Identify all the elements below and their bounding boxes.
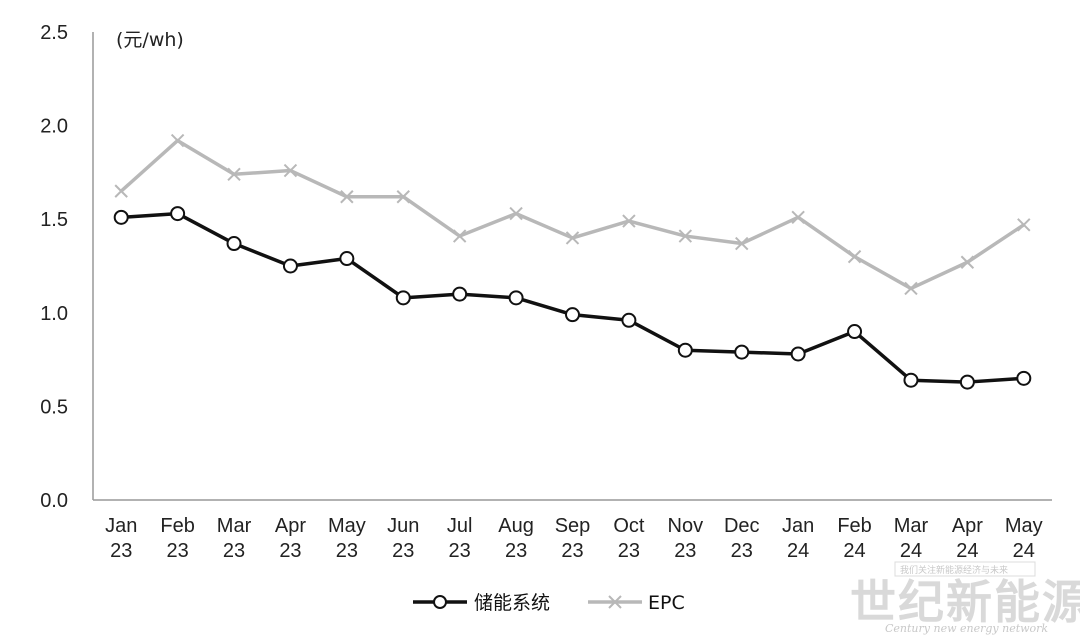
data-point-x (904, 281, 918, 296)
series-line (120, 138, 1025, 291)
legend-marker-epc (608, 595, 622, 609)
y-tick-label: 1.0 (40, 303, 68, 325)
data-point-circle (790, 346, 806, 362)
data-point-circle (113, 209, 129, 225)
x-tick-label-year: 24 (843, 540, 865, 562)
legend: 储能系统 EPC (413, 592, 685, 614)
data-point-x (114, 184, 128, 198)
y-tick-label: 0.0 (40, 490, 68, 512)
data-point-x (509, 206, 523, 221)
x-tick-label-year: 23 (561, 540, 583, 562)
x-tick-label: Nov (668, 515, 704, 537)
legend-marker-storage (433, 595, 447, 609)
watermark-english: Century new energy network (885, 622, 1048, 635)
data-point-circle (1016, 370, 1032, 386)
data-point-x (847, 249, 862, 264)
data-point-circle (339, 251, 355, 267)
data-point-circle (226, 236, 242, 252)
data-point-x (396, 190, 410, 204)
x-tick-label-year: 23 (110, 540, 132, 562)
y-tick-labels: 0.0 0.5 1.0 1.5 2.0 2.5 (40, 22, 68, 512)
data-point-circle (565, 307, 580, 323)
legend-label-epc: EPC (648, 592, 685, 614)
data-point-x (227, 167, 241, 181)
watermark-chinese: 世纪新能源网 (850, 575, 1080, 629)
x-tick-label: Jun (387, 515, 419, 537)
series-epc (114, 133, 1031, 296)
watermark: 我们关注新能源经济与未来 世纪新能源网 Century new energy n… (850, 561, 1080, 635)
x-tick-label-year: 23 (336, 540, 358, 562)
data-point-x (960, 255, 975, 269)
x-tick-label: Mar (217, 515, 252, 537)
data-point-circle (959, 374, 975, 390)
data-point-x (622, 214, 636, 228)
axes (92, 32, 1052, 501)
x-tick-label: Jul (447, 515, 473, 537)
data-point-circle (170, 206, 186, 222)
data-point-circle (452, 286, 468, 302)
x-tick-label-year: 23 (449, 540, 471, 562)
x-tick-label-year: 23 (505, 540, 527, 562)
y-tick-label: 1.5 (40, 209, 68, 231)
x-tick-label: Jan (105, 515, 137, 537)
series-layer (113, 133, 1032, 390)
x-tick-label: Apr (275, 515, 306, 537)
data-point-circle (508, 290, 524, 306)
x-tick-label: Apr (952, 515, 983, 537)
watermark-tagline-box (894, 561, 1036, 577)
x-tick-label-year: 23 (279, 540, 301, 562)
data-point-x (170, 133, 185, 148)
x-tick-label: May (328, 515, 366, 537)
x-tick-label: May (1005, 515, 1043, 537)
x-tick-label-year: 24 (1013, 540, 1035, 562)
data-point-x (735, 236, 749, 251)
x-tick-label-year: 23 (731, 540, 753, 562)
x-tick-label: Jan (782, 515, 814, 537)
x-tick-label-year: 23 (392, 540, 414, 562)
x-tick-label-year: 23 (166, 540, 188, 562)
x-tick-label: Mar (894, 515, 929, 537)
data-point-x (1017, 218, 1031, 232)
data-point-circle (395, 290, 411, 306)
y-tick-label: 2.0 (40, 116, 68, 138)
x-tick-label-year: 24 (956, 540, 978, 562)
data-point-circle (734, 344, 750, 360)
x-tick-label: Aug (498, 515, 534, 537)
x-tick-label: Dec (724, 515, 760, 537)
x-tick-label-year: 23 (674, 540, 696, 562)
x-tick-label-year: 23 (618, 540, 640, 562)
x-tick-label: Sep (555, 515, 591, 537)
watermark-tagline: 我们关注新能源经济与未来 (900, 564, 1008, 576)
legend-label-storage: 储能系统 (474, 592, 550, 614)
data-point-circle (903, 372, 919, 388)
data-point-circle (847, 324, 863, 340)
series-storage-system (113, 206, 1032, 390)
x-tick-label: Oct (613, 515, 645, 537)
data-point-circle (282, 258, 298, 274)
x-tick-label: Feb (160, 515, 194, 537)
y-tick-label: 2.5 (40, 22, 68, 44)
data-point-x (791, 210, 805, 225)
data-point-x (565, 231, 580, 245)
data-point-circle (621, 312, 637, 328)
x-tick-labels: Jan 23 Feb 23 Mar 23 Apr 23 May 23 Jun 23 Jul 23 Aug 23… (105, 515, 1043, 562)
y-tick-label: 0.5 (40, 396, 68, 418)
y-unit-label: (元/wh) (116, 29, 184, 51)
x-tick-label-year: 23 (223, 540, 245, 562)
data-point-x (678, 229, 693, 243)
data-point-x (340, 190, 354, 204)
x-tick-label: Feb (837, 515, 871, 537)
data-point-circle (677, 342, 693, 358)
data-point-x (283, 163, 298, 178)
data-point-x (452, 229, 467, 243)
x-tick-label-year: 24 (900, 540, 922, 562)
x-tick-label-year: 24 (787, 540, 809, 562)
